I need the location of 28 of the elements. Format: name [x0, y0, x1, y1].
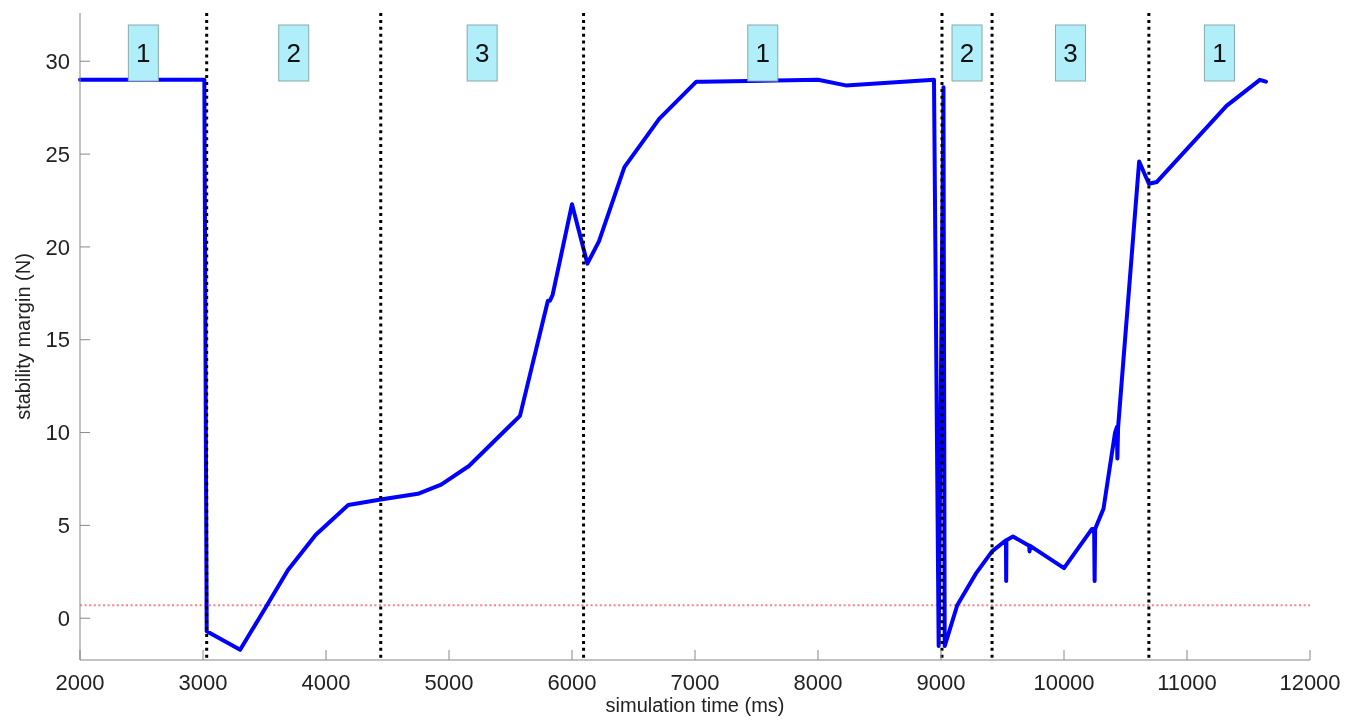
x-tick-label: 7000 [670, 670, 720, 695]
y-tick-label: 0 [57, 605, 70, 631]
annotation: 1 [1212, 38, 1227, 69]
y-tick-label: 25 [45, 141, 70, 167]
annotation: 2 [286, 38, 301, 69]
annotation: 3 [1063, 38, 1078, 69]
x-tick-label: 6000 [547, 670, 597, 695]
line-series [78, 77, 1268, 652]
y-tick-label: 10 [45, 420, 70, 446]
x-tick-label: 12000 [1279, 670, 1341, 695]
x-tick-label: 5000 [424, 670, 474, 695]
y-axis-title: stability margin (N) [12, 253, 34, 420]
x-tick-label: 11000 [1157, 670, 1217, 695]
x-tick-label: 10000 [1033, 670, 1095, 695]
y-tick-label: 30 [45, 48, 70, 74]
annotation: 1 [136, 38, 151, 69]
x-tick-label: 9000 [916, 670, 966, 695]
x-tick-label: 8000 [793, 670, 843, 695]
y-tick-label: 20 [45, 234, 70, 260]
y-tick-label: 5 [57, 513, 70, 539]
annotation: 2 [959, 38, 975, 69]
y-tick-label: 15 [45, 327, 70, 353]
x-tick-label: 4000 [301, 670, 351, 695]
x-tick-label: 3000 [178, 670, 228, 695]
x-axis-title: simulation time (ms) [605, 694, 785, 716]
x-tick-label: 2000 [55, 670, 105, 695]
annotation: 3 [474, 38, 490, 69]
annotation: 1 [755, 38, 771, 69]
